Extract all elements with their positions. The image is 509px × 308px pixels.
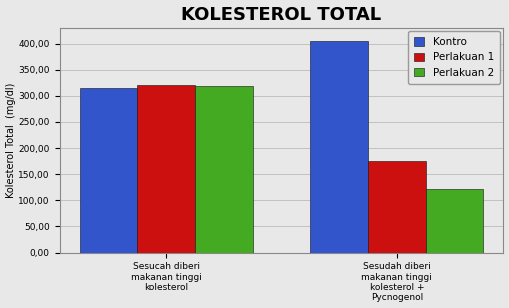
Bar: [426, 189, 483, 253]
Bar: [137, 85, 195, 253]
Title: KOLESTEROL TOTAL: KOLESTEROL TOTAL: [181, 6, 382, 23]
Bar: [195, 87, 252, 253]
Bar: [368, 161, 426, 253]
Y-axis label: Kolesterol Total  (mg/dl): Kolesterol Total (mg/dl): [6, 83, 16, 198]
Bar: [310, 41, 368, 253]
Legend: Kontro, Perlakuan 1, Perlakuan 2: Kontro, Perlakuan 1, Perlakuan 2: [408, 31, 500, 84]
Bar: [80, 88, 137, 253]
